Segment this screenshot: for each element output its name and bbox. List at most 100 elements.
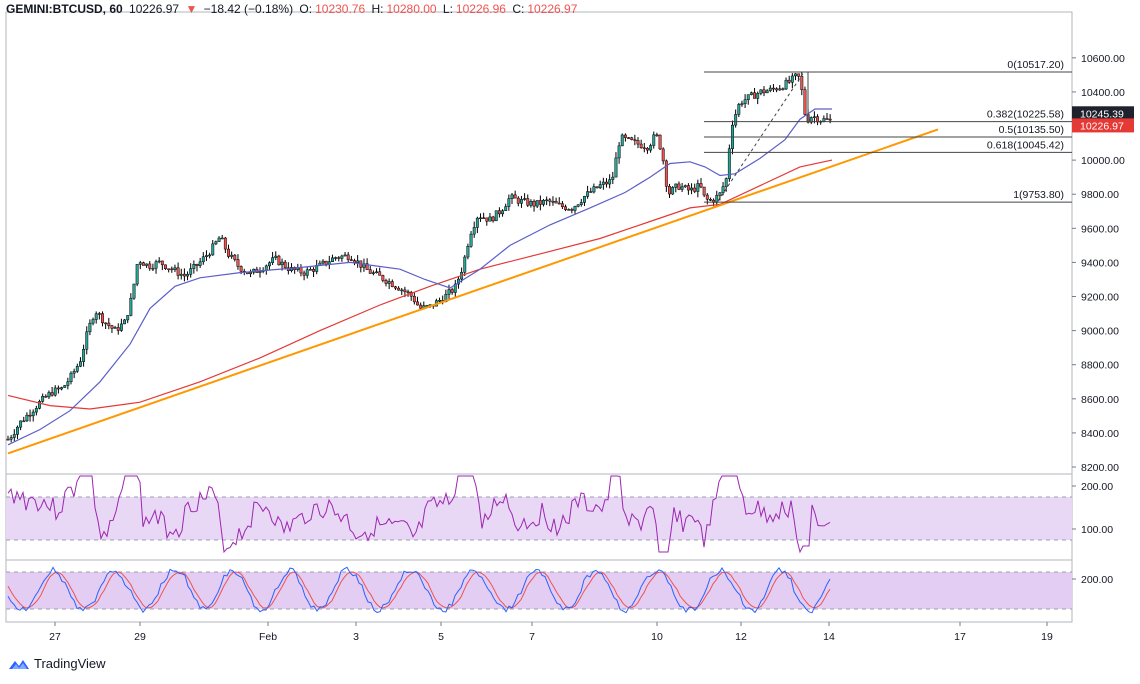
candle <box>668 183 671 198</box>
y-tick-label: 9800.00 <box>1081 189 1119 201</box>
candle <box>327 255 331 270</box>
candle <box>233 254 237 262</box>
open-value: 10230.76 <box>315 2 366 16</box>
candle-down <box>104 322 108 325</box>
candle-up <box>696 183 700 192</box>
candle <box>406 289 410 297</box>
candle <box>507 194 511 211</box>
candle-up <box>173 267 177 270</box>
candle-up <box>614 157 618 178</box>
candle-up <box>447 289 451 295</box>
candle <box>41 393 45 403</box>
candle-down <box>223 237 227 250</box>
candle <box>56 385 60 394</box>
candle-up <box>119 323 123 331</box>
candle-up <box>400 289 404 292</box>
candle <box>154 259 158 274</box>
symbol-name[interactable]: GEMINI:BTCUSD, 60 <box>6 2 123 16</box>
x-tick-label: Feb <box>259 631 277 643</box>
candle-down <box>623 134 627 138</box>
candle-down <box>397 287 401 291</box>
candle-up <box>727 148 731 179</box>
candle-up <box>740 103 744 105</box>
candle-up <box>75 366 79 372</box>
candle-down <box>639 143 643 149</box>
candle-up <box>746 94 750 101</box>
candle-down <box>365 263 369 270</box>
candle-up <box>205 255 208 257</box>
candle-down <box>384 280 388 284</box>
low-value: 10226.96 <box>455 2 506 16</box>
candle-up <box>217 237 221 242</box>
tradingview-brand[interactable]: TradingView <box>8 656 106 671</box>
x-tick-label: 10 <box>651 631 663 643</box>
candle-up <box>19 420 23 428</box>
candle <box>264 264 268 275</box>
candle-down <box>450 289 454 293</box>
candle-down <box>160 260 164 266</box>
candle <box>38 399 41 410</box>
candle <box>353 258 356 266</box>
candle <box>718 192 722 201</box>
candle-down <box>378 271 382 276</box>
candle <box>387 278 391 290</box>
candle-down <box>661 148 665 162</box>
candle-up <box>356 260 360 263</box>
candle-up <box>9 437 13 440</box>
candle <box>658 134 662 151</box>
candle <box>545 196 549 206</box>
close-label: C: <box>512 2 525 16</box>
candle-up <box>271 257 275 263</box>
candle-down <box>56 387 60 390</box>
candle-up <box>790 75 794 83</box>
candle-up <box>192 263 196 269</box>
candle <box>157 257 161 264</box>
candle <box>384 278 388 287</box>
y-tick-label: 8200.00 <box>1081 462 1119 474</box>
candle <box>674 183 678 193</box>
candle-down <box>668 186 671 195</box>
candle <box>542 198 545 207</box>
candle <box>34 405 38 416</box>
candle <box>16 425 19 440</box>
stoch-band <box>6 572 1072 609</box>
fib-diagonal <box>717 71 805 202</box>
candle-up <box>466 246 470 258</box>
candle-up <box>784 79 788 90</box>
candle <box>416 296 419 306</box>
x-tick-label: 3 <box>353 631 359 643</box>
candle-up <box>671 187 675 195</box>
candle-up <box>592 186 596 193</box>
candle <box>217 236 221 242</box>
candle <box>753 87 756 99</box>
candle-up <box>759 89 763 94</box>
candle <box>214 240 218 246</box>
candle <box>283 259 287 270</box>
candle <box>709 197 712 202</box>
candle-up <box>340 255 344 259</box>
candle-up <box>523 198 527 200</box>
candle-up <box>343 254 347 257</box>
candle <box>400 288 404 296</box>
candle <box>88 319 92 336</box>
rsi-line <box>7 475 831 554</box>
candle <box>664 159 668 192</box>
candle-up <box>765 90 769 94</box>
candle-up <box>331 257 334 262</box>
candle-up <box>812 116 816 118</box>
candle <box>236 254 240 270</box>
candle-up <box>189 268 193 275</box>
candle <box>576 204 580 208</box>
candle <box>129 293 133 317</box>
candle-down <box>557 202 561 205</box>
rsi-tick-label: 100.00 <box>1081 524 1113 536</box>
candle <box>485 217 489 226</box>
candle <box>567 208 571 211</box>
candle <box>25 412 29 422</box>
candle <box>560 200 564 209</box>
rsi-tick-label: 200.00 <box>1081 481 1113 493</box>
candle <box>520 195 523 208</box>
candle-down <box>497 210 501 215</box>
candle-up <box>94 313 98 320</box>
